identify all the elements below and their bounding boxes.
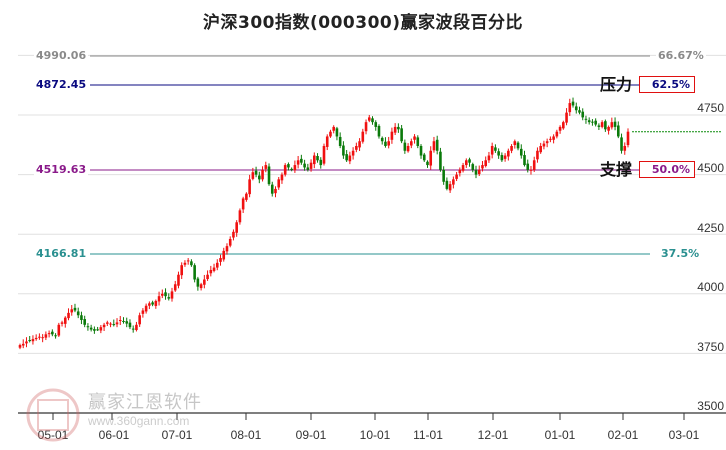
watermark-url: www.360gann.com <box>88 414 190 428</box>
watermark-seal-icon <box>26 388 80 442</box>
level-value-625: 4872.45 <box>34 78 89 91</box>
level-pct-375: 37.5% <box>659 247 702 260</box>
x-tick-11-01: 11-01 <box>413 428 443 442</box>
level-value-500: 4519.63 <box>34 163 89 176</box>
level-pct-625-box: 62.5% <box>639 76 695 93</box>
y-tick-4000: 4000 <box>697 280 724 294</box>
level-value-6667: 4990.06 <box>34 49 89 62</box>
pressure-tag: 压力 <box>600 75 633 94</box>
level-value-375: 4166.81 <box>34 247 89 260</box>
level-pct-500-box: 50.0% <box>639 161 695 178</box>
y-tick-4750: 4750 <box>697 101 724 115</box>
x-tick-03-01: 03-01 <box>668 428 700 442</box>
x-tick-05-01: 05-01 <box>37 428 69 442</box>
watermark-brand: 赢家江恩软件 <box>88 392 202 413</box>
y-tick-3750: 3750 <box>697 340 724 354</box>
chart-title: 沪深300指数(000300)赢家波段百分比 <box>203 13 523 33</box>
x-tick-07-01: 07-01 <box>161 428 193 442</box>
support-tag: 支撑 <box>600 160 633 179</box>
x-tick-09-01: 09-01 <box>295 428 327 442</box>
y-tick-4500: 4500 <box>697 161 724 175</box>
x-tick-08-01: 08-01 <box>230 428 262 442</box>
x-tick-01-01: 01-01 <box>544 428 576 442</box>
y-tick-4250: 4250 <box>697 221 724 235</box>
level-pct-6667: 66.67% <box>656 49 706 62</box>
x-tick-10-01: 10-01 <box>359 428 391 442</box>
x-tick-02-01: 02-01 <box>607 428 639 442</box>
x-tick-06-01: 06-01 <box>98 428 130 442</box>
y-tick-3500: 3500 <box>697 399 724 413</box>
x-tick-12-01: 12-01 <box>477 428 509 442</box>
